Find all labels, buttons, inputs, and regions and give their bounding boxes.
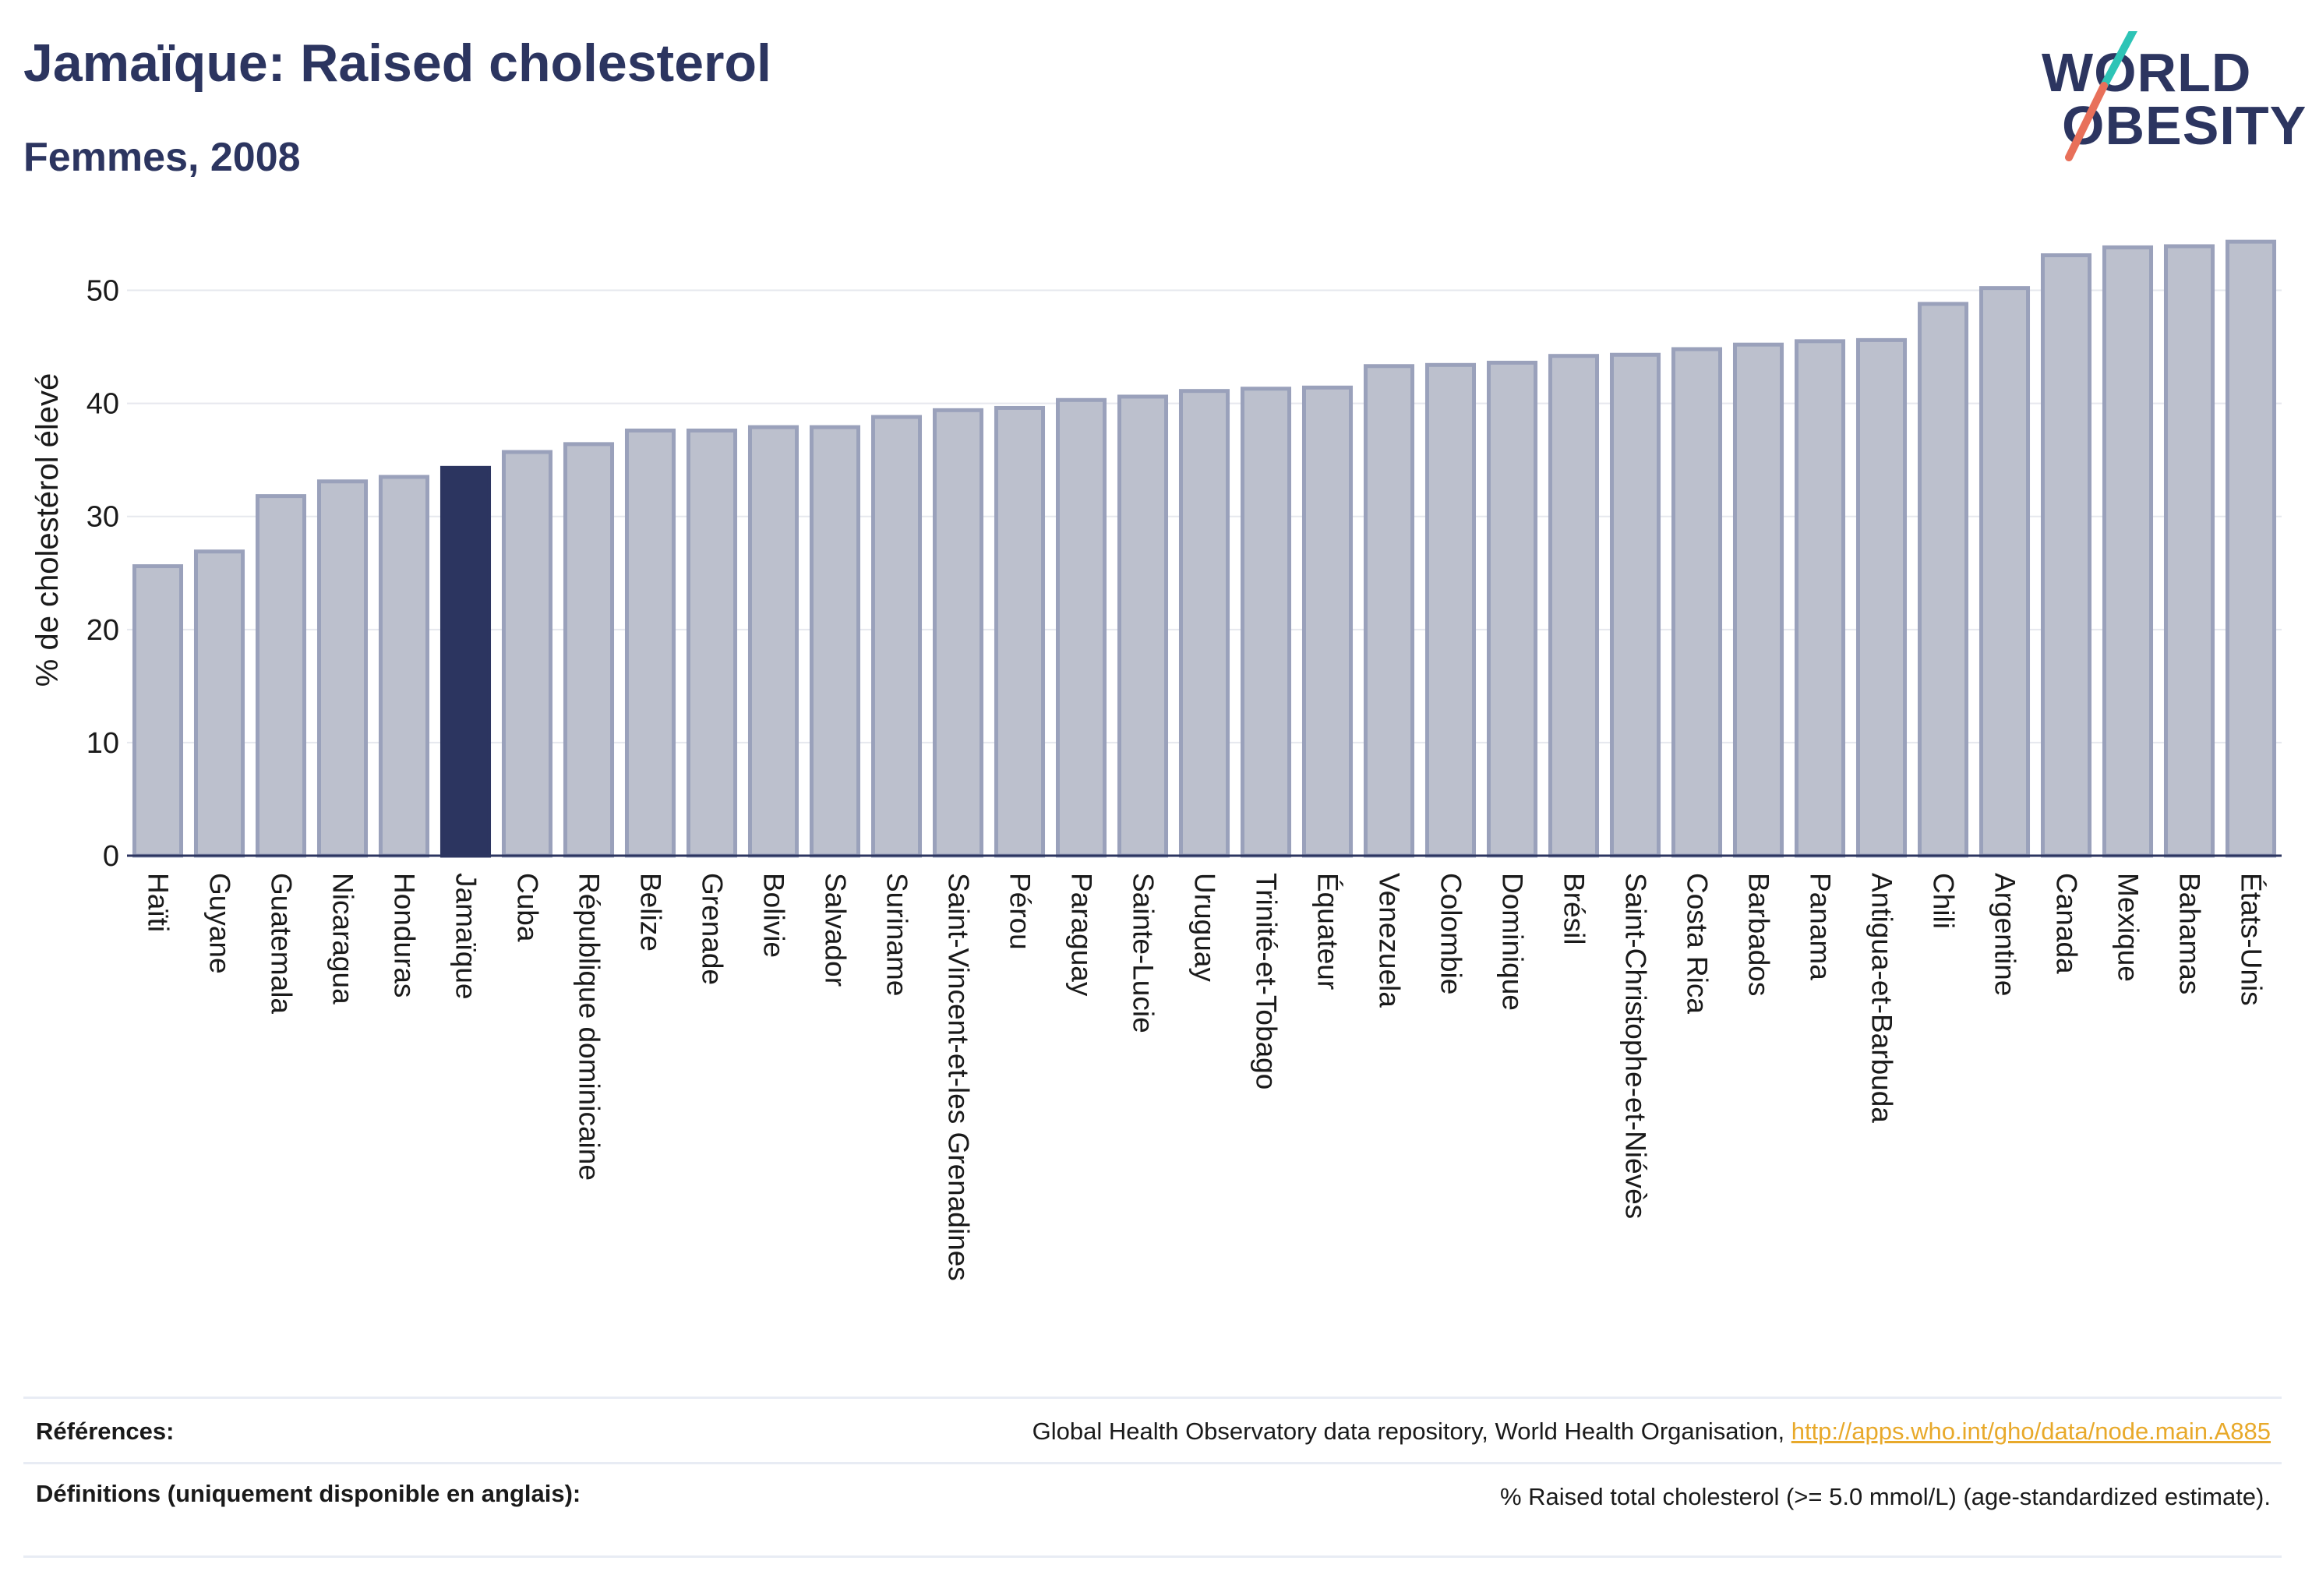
bar bbox=[1301, 385, 1354, 858]
bar bbox=[624, 428, 676, 858]
x-tick-label: Paraguay bbox=[1066, 873, 1098, 997]
x-tick-label: Costa Rica bbox=[1682, 873, 1714, 1014]
sources-text: Global Health Observatory data repositor… bbox=[1032, 1418, 1791, 1445]
x-tick-label: Guatemala bbox=[266, 873, 298, 1014]
x-tick-label: Bahamas bbox=[2174, 873, 2206, 994]
logo-line-1: WORLD bbox=[2042, 42, 2252, 103]
x-tick-label: Haïti bbox=[143, 873, 175, 932]
bar bbox=[193, 549, 245, 858]
bar bbox=[809, 425, 861, 858]
bar bbox=[686, 428, 738, 858]
bars bbox=[132, 239, 2277, 858]
bar bbox=[1917, 302, 1969, 858]
sources-link[interactable]: http://apps.who.int/gho/data/node.main.A… bbox=[1791, 1418, 2271, 1445]
y-tick-label: 50 bbox=[86, 275, 119, 308]
bar bbox=[316, 479, 369, 858]
y-tick-label: 40 bbox=[86, 388, 119, 421]
bar bbox=[2102, 245, 2154, 858]
world-obesity-logo: WORLD OBESITY bbox=[2026, 31, 2305, 171]
x-tick-label: Saint-Christophe-et-Niévès bbox=[1620, 873, 1652, 1219]
bar bbox=[378, 475, 430, 858]
page-subtitle: Femmes, 2008 bbox=[23, 135, 301, 180]
x-tick-label: Antigua-et-Barbuda bbox=[1866, 873, 1898, 1123]
table-bottom-border bbox=[23, 1555, 2282, 1558]
bar bbox=[563, 442, 615, 858]
x-tick-label: Nicaragua bbox=[327, 873, 359, 1005]
x-tick-label: Chili bbox=[1928, 873, 1960, 929]
x-tick-label: Bolivie bbox=[758, 873, 790, 958]
x-tick-label: Cuba bbox=[512, 873, 544, 942]
bar bbox=[1855, 337, 1908, 858]
sources-value: Global Health Observatory data repositor… bbox=[1032, 1414, 2271, 1449]
bar bbox=[2163, 244, 2215, 858]
bar bbox=[1178, 389, 1230, 858]
logo-line-2: OBESITY bbox=[2062, 95, 2305, 156]
x-tick-label: Argentine bbox=[1989, 873, 2021, 996]
x-tick-label: Saint-Vincent-et-les Grenadines bbox=[943, 873, 975, 1281]
x-tick-label: Trinité-et-Tobago bbox=[1251, 873, 1283, 1089]
logo-slash-icon bbox=[2065, 31, 2137, 161]
bar bbox=[2040, 253, 2092, 858]
definitions-label: Définitions (uniquement disponible en an… bbox=[36, 1480, 581, 1507]
bar bbox=[1978, 286, 2031, 858]
x-tick-label: Mexique bbox=[2113, 873, 2144, 982]
y-tick-label: 30 bbox=[86, 501, 119, 534]
x-tick-label: Grenade bbox=[697, 873, 729, 985]
bar bbox=[1240, 387, 1292, 858]
x-tick-label: Canada bbox=[2051, 873, 2083, 974]
y-tick-label: 10 bbox=[86, 727, 119, 760]
x-tick-label: États-Unis bbox=[2236, 873, 2268, 1006]
bar-chart: 0 10 20 30 40 50 Haïti Guyane Guatemala Nicaragua… bbox=[30, 239, 2282, 1281]
bar bbox=[132, 564, 184, 858]
x-tick-label: Brésil bbox=[1558, 873, 1590, 945]
bar bbox=[1794, 339, 1846, 858]
bar bbox=[1486, 360, 1538, 858]
axes: 0 10 20 30 40 50 Haïti Guyane Guatemala Nicaragua… bbox=[86, 275, 2282, 1281]
x-tick-label: Honduras bbox=[389, 873, 421, 998]
bar bbox=[994, 405, 1046, 858]
page-title: Jamaïque: Raised cholesterol bbox=[23, 34, 771, 93]
x-tick-label: Salvador bbox=[820, 873, 852, 987]
x-tick-label: Uruguay bbox=[1189, 873, 1221, 982]
x-tick-label: Équateur bbox=[1312, 873, 1344, 990]
bar bbox=[1609, 352, 1661, 858]
bar bbox=[1055, 397, 1107, 858]
definitions-row: Définitions (uniquement disponible en an… bbox=[23, 1462, 2282, 1558]
bar bbox=[501, 450, 553, 858]
bar bbox=[1671, 347, 1723, 858]
x-tick-label: Colombie bbox=[1435, 873, 1467, 994]
x-tick-label: Barbados bbox=[1743, 873, 1775, 996]
x-tick-label: Panama bbox=[1805, 873, 1837, 980]
bar bbox=[747, 425, 800, 858]
bar bbox=[2225, 239, 2277, 858]
sources-row: Références: Global Health Observatory da… bbox=[23, 1396, 2282, 1464]
bar-highlight bbox=[439, 465, 492, 858]
bar bbox=[1548, 354, 1600, 858]
bar bbox=[1732, 342, 1784, 858]
x-tick-label: Guyane bbox=[204, 873, 236, 974]
bar bbox=[1424, 362, 1477, 858]
y-tick-label: 0 bbox=[103, 840, 119, 873]
x-tick-label: Belize bbox=[635, 873, 667, 952]
x-tick-label: République dominicaine bbox=[574, 873, 605, 1181]
x-tick-label: Sainte-Lucie bbox=[1128, 873, 1160, 1033]
bar bbox=[870, 415, 923, 858]
bar bbox=[932, 408, 984, 858]
bar bbox=[1117, 394, 1169, 858]
x-tick-label: Suriname bbox=[881, 873, 913, 996]
bar bbox=[1363, 364, 1415, 858]
x-tick-label: Dominique bbox=[1497, 873, 1529, 1011]
bar bbox=[255, 494, 307, 858]
y-tick-label: 20 bbox=[86, 614, 119, 647]
y-axis-label: % de cholestérol élevé bbox=[30, 373, 65, 687]
sources-label: Références: bbox=[36, 1418, 175, 1445]
definitions-value: % Raised total cholesterol (>= 5.0 mmol/… bbox=[1499, 1483, 2271, 1510]
x-tick-label: Pérou bbox=[1004, 873, 1036, 950]
x-tick-label: Venezuela bbox=[1374, 873, 1406, 1008]
x-tick-label: Jamaïque bbox=[450, 873, 482, 1000]
